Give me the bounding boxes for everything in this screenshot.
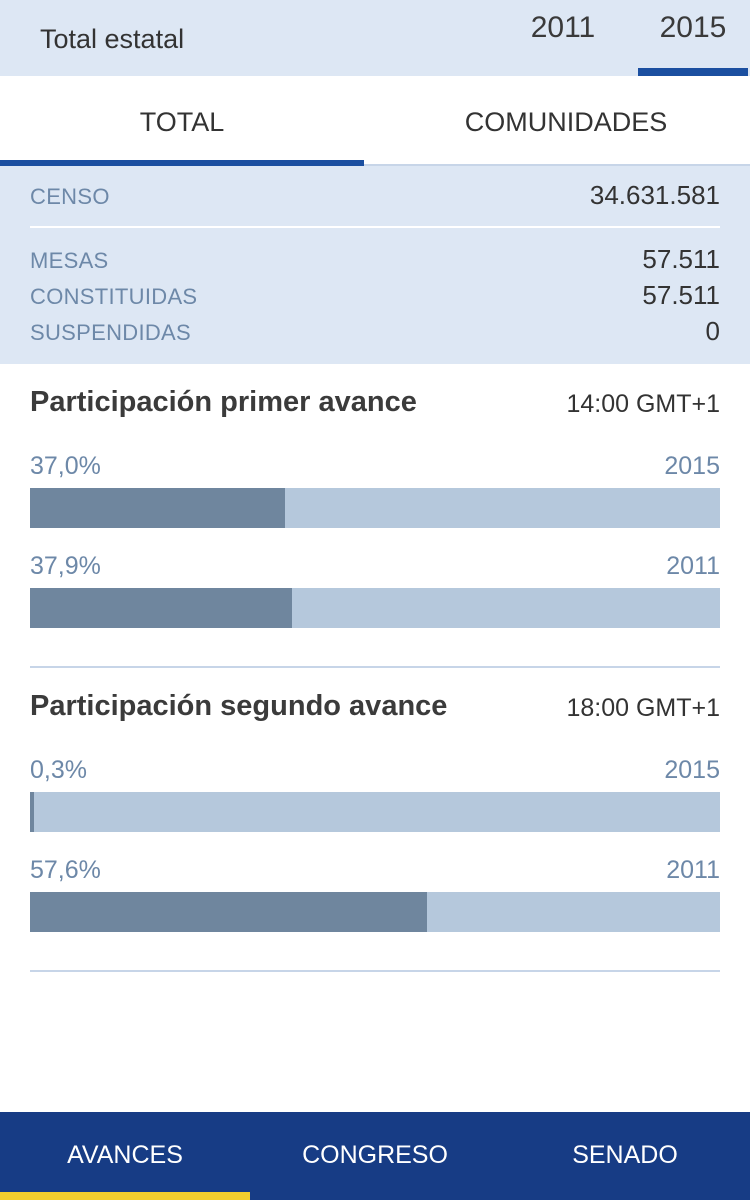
section-title: Participación primer avance [30, 386, 417, 418]
bar-year-label: 2011 [666, 856, 720, 884]
participation-bar [30, 892, 720, 932]
bar-year-label: 2015 [664, 756, 720, 784]
stat-label: CONSTITUIDAS [30, 284, 198, 309]
top-bar: Total estatal 2011 2015 [0, 0, 750, 76]
nav-active-indicator [0, 1192, 250, 1200]
stat-suspendidas: SUSPENDIDAS 0 [30, 316, 720, 352]
stat-value: 0 [705, 316, 720, 346]
participation-first-section: Participación primer avance 14:00 GMT+1 … [30, 364, 720, 668]
tab-comunidades[interactable]: COMUNIDADES [384, 76, 748, 166]
nav-item-label: AVANCES [67, 1141, 183, 1169]
nav-item-avances[interactable]: AVANCES [0, 1112, 250, 1200]
tab-active-indicator [0, 160, 364, 168]
nav-item-label: SENADO [572, 1141, 678, 1169]
year-tab-active-indicator [638, 68, 748, 76]
stat-mesas: MESAS 57.511 [30, 244, 720, 280]
bar-percent-label: 0,3% [30, 756, 87, 784]
census-stats: CENSO 34.631.581 MESAS 57.511 CONSTITUID… [0, 166, 750, 364]
bar-percent-label: 57,6% [30, 856, 101, 884]
nav-item-congreso[interactable]: CONGRESO [250, 1112, 500, 1200]
scope-title: Total estatal [40, 24, 185, 54]
section-time: 14:00 GMT+1 [566, 390, 720, 418]
participation-bar [30, 588, 720, 628]
bar-year-label: 2011 [666, 552, 720, 580]
year-tab-label: 2011 [530, 11, 596, 44]
nav-item-label: CONGRESO [302, 1141, 448, 1169]
stat-value: 57.511 [642, 244, 720, 274]
tab-label: COMUNIDADES [464, 107, 668, 137]
stat-label: MESAS [30, 248, 109, 273]
stat-label: SUSPENDIDAS [30, 320, 192, 345]
bar-percent-label: 37,9% [30, 552, 101, 580]
tab-total[interactable]: TOTAL [0, 76, 364, 168]
bottom-nav: AVANCES CONGRESO SENADO [0, 1112, 750, 1200]
participation-bar [30, 792, 720, 832]
participation-bar-fill [30, 588, 292, 628]
bar-year-label: 2015 [664, 452, 720, 480]
stat-value: 57.511 [642, 280, 720, 310]
participation-bar-fill [30, 892, 427, 932]
stat-label: CENSO [30, 184, 110, 209]
bar-percent-label: 37,0% [30, 452, 101, 480]
view-tabs: TOTAL COMUNIDADES [0, 76, 750, 168]
year-tab-2015[interactable]: 2015 [638, 10, 748, 76]
stat-constituidas: CONSTITUIDAS 57.511 [30, 280, 720, 316]
participation-bar-fill [30, 792, 34, 832]
participation-second-section: Participación segundo avance 18:00 GMT+1… [30, 668, 720, 972]
participation-bar-fill [30, 488, 285, 528]
section-time: 18:00 GMT+1 [566, 694, 720, 722]
stat-value: 34.631.581 [589, 180, 720, 210]
participation-bar [30, 488, 720, 528]
stat-censo: CENSO 34.631.581 [30, 180, 720, 216]
year-tab-2011[interactable]: 2011 [508, 10, 618, 76]
tab-label: TOTAL [139, 107, 225, 137]
year-tab-label: 2015 [659, 11, 727, 44]
section-title: Participación segundo avance [30, 690, 448, 722]
nav-item-senado[interactable]: SENADO [500, 1112, 750, 1200]
stats-divider [30, 226, 720, 228]
